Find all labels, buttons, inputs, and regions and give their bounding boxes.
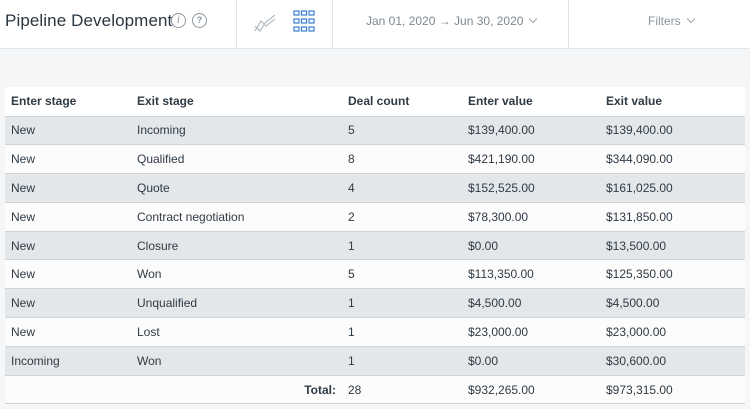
cell-enter-stage: New [5,288,131,318]
cell-exit-stage: Closure [131,230,342,260]
filters-label: Filters [648,14,681,28]
help-icon[interactable]: ? [192,13,207,28]
cell-exit-value: $131,850.00 [600,201,745,232]
cell-deal-count: 1 [342,230,462,260]
cell-exit-stage: Won [131,345,342,376]
top-bar: Pipeline Development i ? Jan 01, 2020 → … [0,0,750,49]
table-row: Incoming Won 1 $0.00 $30,600.00 [5,345,745,376]
cell-exit-stage: Incoming [131,115,342,145]
cell-exit-value: $139,400.00 [600,115,745,145]
cell-exit-stage: Qualified [131,144,342,174]
total-enter-value: $932,265.00 [462,374,600,405]
cell-enter-value: $113,350.00 [462,259,600,289]
cell-deal-count: 2 [342,201,462,232]
column-header-enter-value[interactable]: Enter value [462,87,600,116]
cell-enter-value: $0.00 [462,345,600,376]
table-row: New Incoming 5 $139,400.00 $139,400.00 [5,115,745,145]
title-section: Pipeline Development i ? [0,0,237,49]
cell-enter-value: $139,400.00 [462,115,600,145]
cell-exit-stage: Unqualified [131,288,342,318]
cell-exit-stage: Quote [131,173,342,203]
total-exit-value: $973,315.00 [600,374,745,405]
cell-enter-stage: New [5,173,131,203]
info-icon[interactable]: i [171,13,186,28]
cell-exit-value: $13,500.00 [600,230,745,260]
pipeline-table: Enter stage Exit stage Deal count Enter … [5,87,745,405]
cell-enter-value: $152,525.00 [462,173,600,203]
table-row: New Quote 4 $152,525.00 $161,025.00 [5,173,745,203]
chevron-down-icon [686,14,695,24]
cell-exit-stage: Lost [131,317,342,347]
cell-deal-count: 8 [342,144,462,174]
cell-deal-count: 5 [342,115,462,145]
cell-exit-value: $125,350.00 [600,259,745,289]
cell-exit-value: $161,025.00 [600,173,745,203]
date-range-label: Jan 01, 2020 → Jun 30, 2020 [366,14,524,28]
cell-exit-stage: Won [131,259,342,289]
cell-enter-value: $78,300.00 [462,201,600,232]
cell-enter-value: $0.00 [462,230,600,260]
cell-exit-value: $30,600.00 [600,345,745,376]
view-toggle [237,0,333,49]
table-row: New Won 5 $113,350.00 $125,350.00 [5,259,745,289]
pipeline-table-container: Enter stage Exit stage Deal count Enter … [5,87,745,405]
table-row: New Closure 1 $0.00 $13,500.00 [5,230,745,260]
cell-exit-value: $4,500.00 [600,288,745,318]
cell-deal-count: 1 [342,288,462,318]
cell-deal-count: 4 [342,173,462,203]
cell-enter-stage: New [5,317,131,347]
cell-exit-stage: Contract negotiation [131,201,342,232]
cell-deal-count: 1 [342,345,462,376]
line-chart-view-icon[interactable] [254,12,276,32]
filters-dropdown[interactable]: Filters [569,0,750,49]
total-row: Total: 28 $932,265.00 $973,315.00 [5,374,745,405]
cell-enter-value: $4,500.00 [462,288,600,318]
cell-deal-count: 5 [342,259,462,289]
chevron-down-icon [529,14,538,24]
column-header-enter-stage[interactable]: Enter stage [5,87,131,116]
table-row: New Contract negotiation 2 $78,300.00 $1… [5,201,745,232]
cell-enter-value: $23,000.00 [462,317,600,347]
cell-enter-value: $421,190.00 [462,144,600,174]
table-view-icon[interactable] [293,10,315,32]
cell-enter-stage: Incoming [5,345,131,376]
date-range-picker[interactable]: Jan 01, 2020 → Jun 30, 2020 [333,0,569,49]
cell-enter-stage: New [5,144,131,174]
cell-enter-stage: New [5,115,131,145]
table-row: New Unqualified 1 $4,500.00 $4,500.00 [5,288,745,318]
page-title: Pipeline Development [5,11,173,30]
table-row: New Lost 1 $23,000.00 $23,000.00 [5,317,745,347]
table-header-row: Enter stage Exit stage Deal count Enter … [5,87,745,116]
total-deal-count: 28 [342,374,462,405]
column-header-exit-value[interactable]: Exit value [600,87,745,116]
column-header-deal-count[interactable]: Deal count [342,87,462,116]
cell-exit-value: $23,000.00 [600,317,745,347]
total-label: Total: [131,374,342,405]
column-header-exit-stage[interactable]: Exit stage [131,87,342,116]
cell-deal-count: 1 [342,317,462,347]
cell-enter-stage: New [5,201,131,232]
table-row: New Qualified 8 $421,190.00 $344,090.00 [5,144,745,174]
cell-enter-stage: New [5,230,131,260]
cell-enter-stage: New [5,259,131,289]
cell-exit-value: $344,090.00 [600,144,745,174]
